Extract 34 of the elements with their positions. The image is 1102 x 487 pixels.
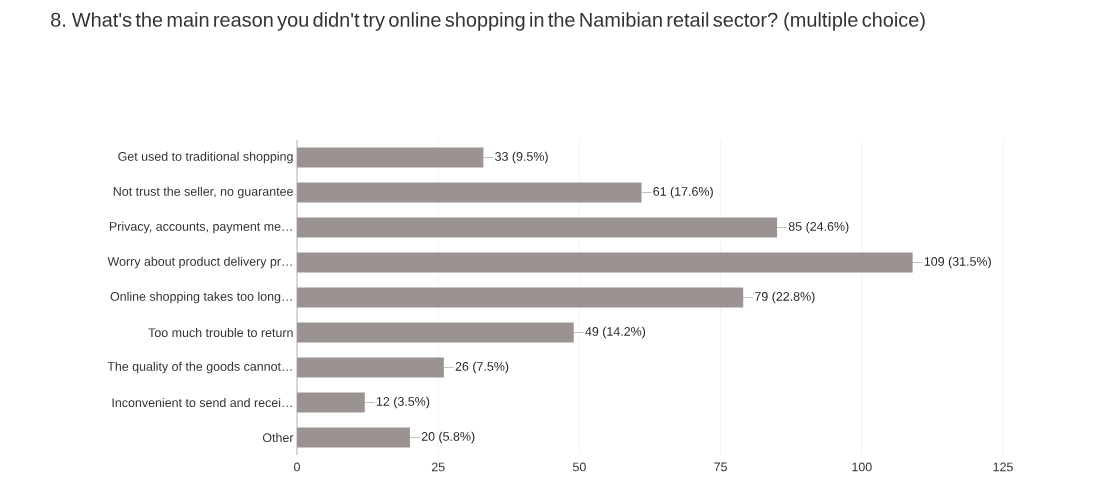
- bar: [297, 322, 574, 343]
- x-tick-label: 50: [572, 462, 586, 472]
- bar: [297, 427, 410, 448]
- bar: [297, 392, 365, 413]
- data-label: 26 (7.5%): [455, 361, 509, 374]
- data-label: 61 (17.6%): [653, 186, 713, 199]
- data-label: 49 (14.2%): [585, 326, 646, 339]
- x-tick-label: 0: [294, 462, 300, 472]
- bar: [297, 252, 913, 273]
- y-tick-label: Privacy, accounts, payment me…: [109, 221, 292, 234]
- data-label: 85 (24.6%): [788, 221, 849, 234]
- bar: [297, 357, 444, 378]
- chart-title: 8. What's the main reason you didn't try online shopping in the Namibian retail sector? (multiple choice): [51, 12, 925, 31]
- data-label: 109 (31.5%): [924, 256, 991, 269]
- data-label: 79 (22.8%): [755, 291, 815, 304]
- y-tick-label: Not trust the seller, no guarantee: [113, 186, 293, 199]
- bar: [297, 287, 744, 308]
- bar: [297, 147, 484, 168]
- data-label: 33 (9.5%): [495, 151, 548, 164]
- x-tick-label: 75: [714, 462, 728, 472]
- x-tick-label: 125: [993, 462, 1013, 472]
- bar: [297, 217, 778, 238]
- data-label: 20 (5.8%): [421, 431, 475, 444]
- y-tick-label: Worry about product delivery pr…: [107, 256, 292, 269]
- y-tick-label: Online shopping takes too long…: [110, 291, 292, 304]
- bar: [297, 182, 642, 203]
- y-tick-label: Other: [262, 432, 294, 443]
- x-tick-label: 25: [431, 462, 445, 472]
- data-label: 12 (3.5%): [376, 396, 430, 409]
- y-tick-label: Too much trouble to return: [148, 327, 293, 338]
- x-tick-label: 100: [852, 462, 872, 472]
- y-tick-label: The quality of the goods cannot…: [107, 361, 292, 374]
- y-tick-label: Get used to traditional shopping: [118, 151, 293, 164]
- y-tick-label: Inconvenient to send and recei…: [112, 397, 292, 408]
